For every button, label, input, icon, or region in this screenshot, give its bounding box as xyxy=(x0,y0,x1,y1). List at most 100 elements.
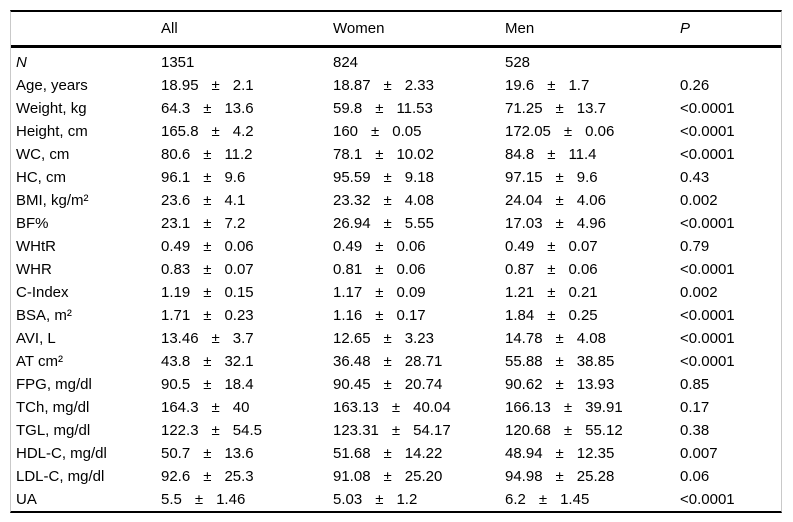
p-value: <0.0001 xyxy=(680,261,735,278)
p-value: <0.0001 xyxy=(680,146,735,163)
p-value: <0.0001 xyxy=(680,123,735,140)
plus-minus-sign: ± xyxy=(383,215,392,232)
stat-value: 0.06 xyxy=(396,238,426,255)
plus-minus-sign: ± xyxy=(547,261,556,278)
stat-cell-all: 80.6 ±11.2 xyxy=(159,143,331,166)
stat-value: 25.20 xyxy=(404,468,443,485)
plus-minus-sign: ± xyxy=(547,77,556,94)
stat-value: 11.4 xyxy=(568,146,597,163)
stat-cell-women: 51.68 ±14.22 xyxy=(331,442,503,465)
stat-value: 40 xyxy=(232,399,250,416)
stat-value: 14.78 xyxy=(505,330,543,347)
stat-cell-men: 71.25 ±13.7 xyxy=(503,97,678,120)
stat-value: 3.23 xyxy=(404,330,434,347)
stat-value: 43.8 xyxy=(161,353,191,370)
stat-cell-men: 55.88 ±38.85 xyxy=(503,350,678,373)
p-value: <0.0001 xyxy=(680,215,735,232)
statistics-table-wrapper: All Women Men P N 1351 824 528 Age, years 18.… xyxy=(10,10,782,513)
stat-value: 0.06 xyxy=(224,238,254,255)
stat-cell-women: 123.31 ±54.17 xyxy=(331,419,503,442)
stat-value: 20.74 xyxy=(404,376,443,393)
stat-value: 40.04 xyxy=(413,399,451,416)
plus-minus-sign: ± xyxy=(375,284,384,301)
p-value: <0.0001 xyxy=(680,100,735,117)
plus-minus-sign: ± xyxy=(383,169,392,186)
stat-value: 28.71 xyxy=(404,353,443,370)
plus-minus-sign: ± xyxy=(203,146,212,163)
plus-minus-sign: ± xyxy=(211,399,220,416)
plus-minus-sign: ± xyxy=(371,123,380,140)
row-label: WC, cm xyxy=(16,146,70,163)
stat-value: 2.1 xyxy=(232,77,254,94)
plus-minus-sign: ± xyxy=(375,238,384,255)
plus-minus-sign: ± xyxy=(375,261,384,278)
row-label: N xyxy=(16,54,27,71)
row-label: BMI, kg/m² xyxy=(16,192,89,209)
stat-value: 23.1 xyxy=(161,215,191,232)
stat-value: 165.8 xyxy=(161,123,199,140)
plus-minus-sign: ± xyxy=(211,422,220,439)
p-value xyxy=(678,47,781,75)
stat-value: 55.12 xyxy=(585,422,623,439)
statistics-table: All Women Men P N 1351 824 528 Age, years 18.… xyxy=(11,12,781,511)
stat-cell-men: 528 xyxy=(505,54,531,71)
stat-cell-all: 0.83 ±0.07 xyxy=(159,258,331,281)
stat-cell-all: 5.5 ±1.46 xyxy=(159,488,331,511)
stat-cell-women: 12.65 ±3.23 xyxy=(331,327,503,350)
stat-value: 0.81 xyxy=(333,261,363,278)
stat-value: 13.46 xyxy=(161,330,199,347)
stat-value: 11.53 xyxy=(396,100,433,117)
plus-minus-sign: ± xyxy=(194,491,204,508)
table-row: Weight, kg 64.3 ±13.6 59.8 ±11.53 71.25 ±13.7 <… xyxy=(11,97,781,120)
stat-value: 0.15 xyxy=(224,284,254,301)
p-value: 0.007 xyxy=(680,445,718,462)
table-row: WHR 0.83 ±0.07 0.81 ±0.06 0.87 ±0.06 <0.0001 xyxy=(11,258,781,281)
header-all: All xyxy=(159,12,331,48)
stat-cell-men: 19.6 ±1.7 xyxy=(503,74,678,97)
stat-value: 18.4 xyxy=(224,376,254,393)
stat-cell-men: 172.05 ±0.06 xyxy=(503,120,678,143)
stat-value: 1.21 xyxy=(505,284,535,301)
stat-cell-women: 824 xyxy=(333,54,359,71)
row-label: BSA, m² xyxy=(16,307,72,324)
row-label: HC, cm xyxy=(16,169,66,186)
stat-value: 13.7 xyxy=(576,100,606,117)
table-body: N 1351 824 528 Age, years 18.95 ±2.1 18.87 ±2.33… xyxy=(11,47,781,512)
table-row: WHtR 0.49 ±0.06 0.49 ±0.06 0.49 ±0.07 0.79 xyxy=(11,235,781,258)
plus-minus-sign: ± xyxy=(203,238,212,255)
stat-value: 18.95 xyxy=(161,77,199,94)
table-row: Height, cm 165.8 ±4.2 160 ±0.05 172.05 ±0.06 <0… xyxy=(11,120,781,143)
stat-cell-women: 36.48 ±28.71 xyxy=(331,350,503,373)
plus-minus-sign: ± xyxy=(211,77,220,94)
stat-value: 0.87 xyxy=(505,261,535,278)
stat-cell-all: 1.71 ±0.23 xyxy=(159,304,331,327)
p-value: 0.43 xyxy=(680,169,710,186)
stat-value: 0.09 xyxy=(396,284,426,301)
stat-cell-all: 96.1 ±9.6 xyxy=(159,166,331,189)
stat-value: 95.59 xyxy=(333,169,371,186)
stat-value: 4.06 xyxy=(576,192,606,209)
plus-minus-sign: ± xyxy=(203,468,212,485)
plus-minus-sign: ± xyxy=(203,169,212,186)
table-row: LDL-C, mg/dl 92.6 ±25.3 91.08 ±25.20 94.98 ±25… xyxy=(11,465,781,488)
stat-value: 94.98 xyxy=(505,468,543,485)
stat-value: 32.1 xyxy=(224,353,254,370)
p-value: <0.0001 xyxy=(680,330,735,347)
plus-minus-sign: ± xyxy=(203,376,212,393)
stat-cell-all: 64.3 ±13.6 xyxy=(159,97,331,120)
table-row: TGL, mg/dl 122.3 ±54.5 123.31 ±54.17 120.68 ±5… xyxy=(11,419,781,442)
stat-value: 5.55 xyxy=(404,215,434,232)
plus-minus-sign: ± xyxy=(383,192,392,209)
plus-minus-sign: ± xyxy=(211,330,220,347)
plus-minus-sign: ± xyxy=(203,307,212,324)
stat-value: 4.08 xyxy=(404,192,434,209)
plus-minus-sign: ± xyxy=(211,123,220,140)
row-label: BF% xyxy=(16,215,49,232)
stat-cell-all: 23.6 ±4.1 xyxy=(159,189,331,212)
stat-value: 7.2 xyxy=(224,215,246,232)
p-value: 0.79 xyxy=(680,238,710,255)
stat-value: 123.31 xyxy=(333,422,379,439)
stat-cell-men: 0.49 ±0.07 xyxy=(503,235,678,258)
stat-cell-women: 5.03 ±1.2 xyxy=(331,488,503,511)
